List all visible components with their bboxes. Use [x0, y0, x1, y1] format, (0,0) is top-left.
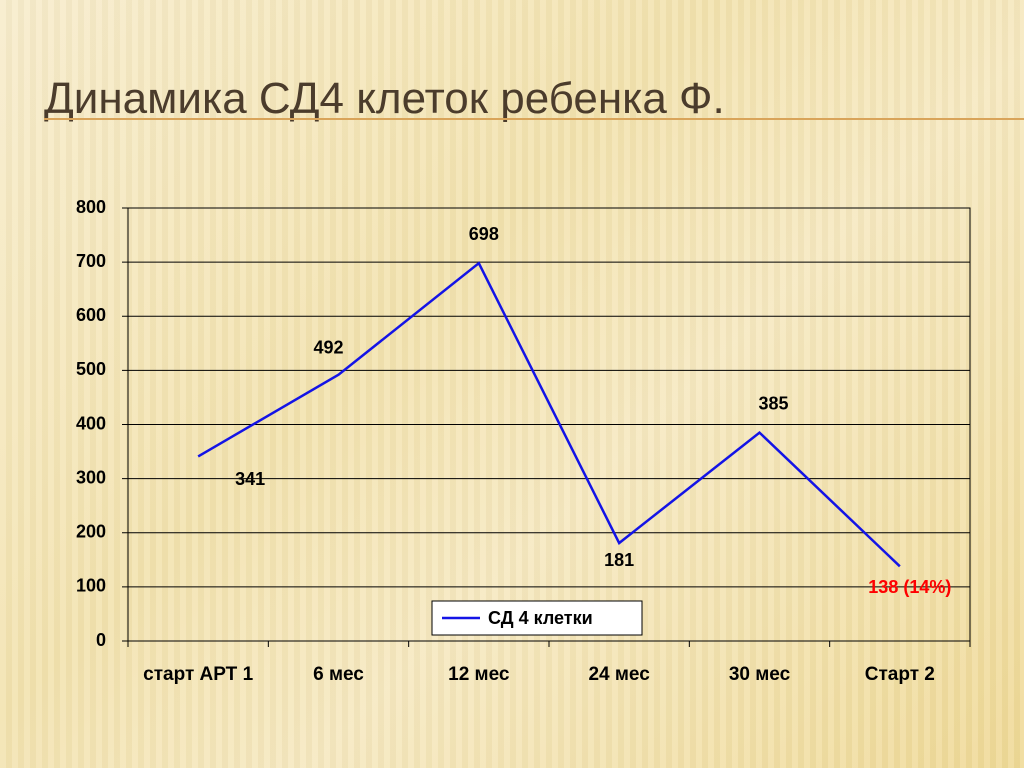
y-tick-label: 600	[76, 305, 106, 325]
data-label: 138 (14%)	[868, 577, 951, 597]
y-tick-label: 500	[76, 359, 106, 379]
y-tick-label: 100	[76, 576, 106, 596]
x-tick-label: 12 мес	[448, 664, 510, 685]
data-label: 492	[313, 337, 343, 357]
y-tick-label: 0	[96, 630, 106, 650]
data-label: 341	[235, 469, 265, 489]
x-tick-label: 24 мес	[588, 664, 650, 685]
x-tick-label: 30 мес	[728, 664, 791, 685]
data-label: 181	[604, 550, 634, 570]
x-tick-label: старт АРТ 1	[143, 664, 254, 685]
chart-title: Динамика СД4 клеток ребенка Ф.	[44, 74, 725, 123]
y-tick-label: 300	[76, 467, 106, 487]
y-tick-label: 200	[76, 522, 106, 542]
x-tick-label: 6 мес	[313, 664, 364, 685]
x-tick-label: Старт 2	[864, 664, 935, 685]
y-tick-label: 700	[76, 251, 106, 271]
y-tick-label: 800	[76, 197, 106, 217]
data-label: 385	[758, 393, 788, 413]
legend-label: СД 4 клетки	[488, 608, 593, 628]
title-rule	[44, 118, 1024, 120]
data-label: 698	[469, 224, 499, 244]
line	[197, 261, 901, 568]
y-tick-label: 400	[76, 413, 106, 433]
